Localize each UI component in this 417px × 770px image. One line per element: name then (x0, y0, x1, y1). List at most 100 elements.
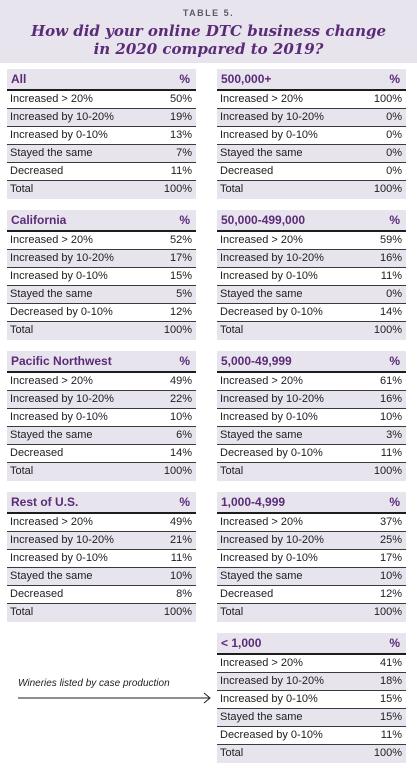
table-group-header: 5,000-49,999% (217, 351, 406, 373)
table-row: Increased by 10-20% 19% (7, 109, 196, 128)
row-value: 21% (169, 534, 192, 547)
row-value: 12% (379, 588, 402, 601)
table-row: Total 100% (217, 745, 406, 763)
table-row: Increased by 0-10% 0% (217, 127, 406, 146)
row-value: 16% (379, 393, 402, 406)
table-row: Increased by 0-10% 11% (217, 268, 406, 287)
row-label: Increased by 0-10% (10, 411, 108, 424)
group-name: < 1,000 (221, 636, 262, 650)
row-label: Stayed the same (220, 429, 303, 442)
row-value: 15% (169, 270, 192, 283)
region-table: < 1,000% Increased > 20% 41% Increased by 1… (217, 633, 406, 763)
group-name: 1,000-4,999 (221, 495, 286, 509)
table-row: Increased > 20% 41% (217, 655, 406, 674)
case-production-note: Wineries listed by case production (18, 678, 170, 689)
row-label: Increased > 20% (220, 234, 303, 246)
row-label: Increased by 0-10% (10, 270, 108, 283)
row-label: Increased > 20% (10, 93, 93, 105)
row-label: Stayed the same (220, 570, 303, 583)
row-value: 41% (379, 657, 402, 669)
region-table: Pacific Northwest% Increased > 20% 49% Incr… (7, 351, 196, 481)
table-row: Increased by 0-10% 10% (217, 409, 406, 428)
row-value: 14% (169, 447, 192, 460)
row-label: Stayed the same (220, 147, 303, 160)
table-group-header: California% (7, 210, 196, 232)
row-label: Increased by 10-20% (10, 252, 114, 265)
table-row: Total 100% (7, 181, 196, 199)
row-label: Increased > 20% (220, 516, 303, 528)
row-value: 49% (169, 375, 192, 387)
table-row: Increased > 20% 61% (217, 373, 406, 392)
group-name: 50,000-499,000 (221, 213, 306, 227)
percent-column-header: % (389, 354, 400, 368)
row-label: Increased by 0-10% (10, 552, 108, 565)
row-label: Increased by 0-10% (220, 552, 318, 565)
table-row: Increased by 10-20% 22% (7, 391, 196, 410)
row-label: Increased by 10-20% (10, 393, 114, 406)
row-label: Decreased by 0-10% (220, 729, 323, 742)
row-value: 13% (169, 129, 192, 142)
row-value: 52% (169, 234, 192, 246)
row-label: Decreased (220, 588, 274, 601)
row-value: 100% (373, 183, 402, 196)
percent-column-header: % (179, 213, 190, 227)
table-row: Increased by 0-10% 15% (217, 691, 406, 710)
group-name: 5,000-49,999 (221, 354, 292, 368)
row-label: Increased by 0-10% (10, 129, 108, 142)
table-row: Total 100% (217, 463, 406, 481)
row-label: Increased > 20% (220, 375, 303, 387)
row-value: 0% (386, 147, 402, 160)
table-row: Stayed the same 10% (7, 568, 196, 587)
table-row: Increased by 10-20% 0% (217, 109, 406, 128)
row-label: Increased by 10-20% (220, 534, 324, 547)
table-row: Increased by 10-20% 25% (217, 532, 406, 551)
percent-column-header: % (179, 354, 190, 368)
table-row: Stayed the same 15% (217, 709, 406, 728)
table-row: Increased > 20% 59% (217, 232, 406, 251)
row-value: 10% (169, 411, 192, 424)
row-label: Increased by 10-20% (10, 534, 114, 547)
row-label: Decreased (10, 588, 64, 601)
percent-column-header: % (179, 495, 190, 509)
row-label: Increased > 20% (220, 93, 303, 105)
row-value: 11% (380, 447, 402, 460)
region-table: California% Increased > 20% 52% Increased b… (7, 210, 196, 340)
region-table: 500,000+% Increased > 20% 100% Increased by… (217, 69, 406, 199)
table-row: Decreased 11% (7, 163, 196, 182)
row-label: Increased by 0-10% (220, 411, 318, 424)
row-label: Increased by 10-20% (10, 111, 114, 124)
row-label: Increased by 0-10% (220, 129, 318, 142)
row-value: 10% (379, 411, 402, 424)
table-row: Stayed the same 10% (217, 568, 406, 587)
percent-column-header: % (179, 72, 190, 86)
table-row: Decreased 8% (7, 586, 196, 605)
table-row: Increased by 0-10% 10% (7, 409, 196, 428)
title-line-1: How did your online DTC business change (30, 22, 387, 40)
table-row: Increased by 10-20% 16% (217, 391, 406, 410)
percent-column-header: % (389, 213, 400, 227)
row-value: 5% (176, 288, 192, 301)
row-label: Total (220, 324, 244, 337)
table-row: Decreased 12% (217, 586, 406, 605)
row-label: Total (10, 324, 34, 337)
row-value: 0% (386, 165, 402, 178)
row-value: 15% (379, 693, 402, 706)
table-group-header: Pacific Northwest% (7, 351, 196, 373)
row-label: Increased > 20% (220, 657, 303, 669)
table-row: Stayed the same 7% (7, 145, 196, 164)
table-number: TABLE 5. (182, 8, 235, 18)
row-label: Increased > 20% (10, 375, 93, 387)
group-name: Rest of U.S. (11, 495, 79, 509)
row-label: Increased > 20% (10, 234, 93, 246)
row-label: Total (220, 183, 244, 196)
row-label: Decreased (10, 165, 64, 178)
row-value: 14% (379, 306, 402, 319)
title-line-2: in 2020 compared to 2019? (93, 40, 324, 58)
row-value: 59% (379, 234, 402, 246)
table-group-header: 1,000-4,999% (217, 492, 406, 514)
region-table: All% Increased > 20% 50% Increased by 10-20… (7, 69, 196, 199)
table-row: Decreased 0% (217, 163, 406, 182)
table-row: Increased by 10-20% 18% (217, 673, 406, 692)
table-row: Total 100% (217, 604, 406, 622)
row-label: Total (220, 465, 244, 478)
